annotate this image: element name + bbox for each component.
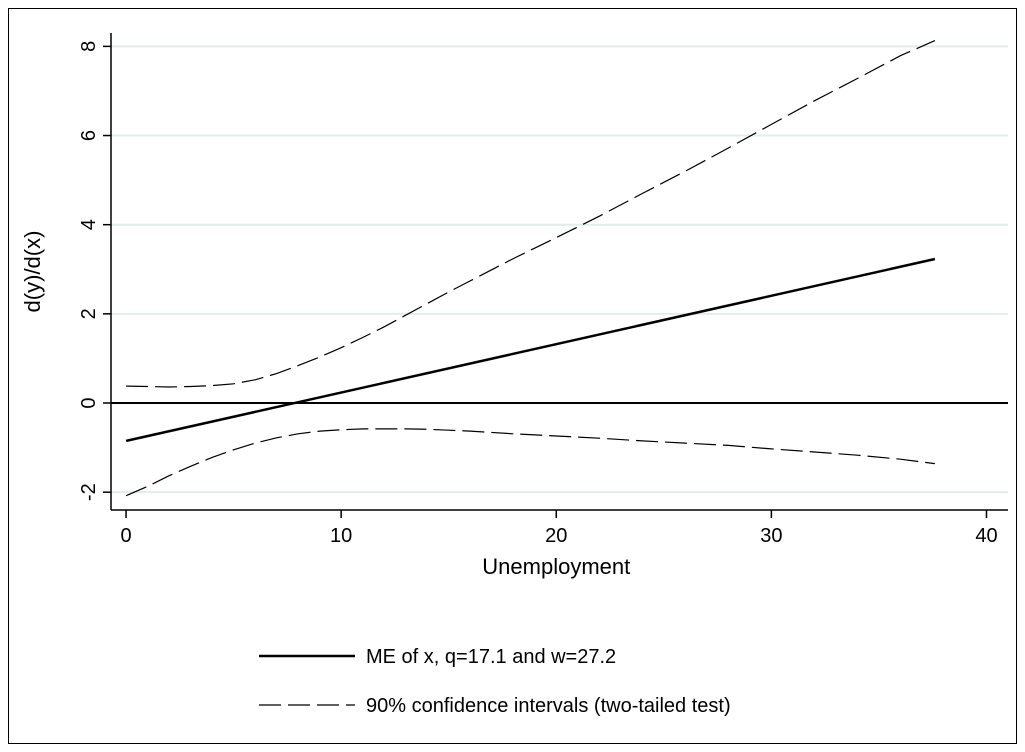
x-tick-label: 10 bbox=[330, 525, 352, 547]
chart-frame bbox=[8, 8, 1017, 744]
axes bbox=[110, 33, 1008, 511]
x-tick-label: 40 bbox=[975, 525, 997, 547]
upper-confidence-line bbox=[126, 40, 936, 388]
lower-confidence-line bbox=[125, 428, 935, 497]
x-tick-label: 0 bbox=[120, 525, 131, 547]
y-tick-label: 0 bbox=[78, 397, 100, 408]
x-tick-label: 20 bbox=[545, 525, 567, 547]
marginal-effect-line bbox=[125, 257, 936, 443]
y-tick-label: 8 bbox=[78, 41, 100, 52]
legend-dashed-label: 90% confidence intervals (two-tailed tes… bbox=[366, 695, 731, 717]
x-tick-label: 30 bbox=[760, 525, 782, 547]
series-layer bbox=[125, 40, 936, 497]
y-tick-label: 2 bbox=[78, 308, 100, 319]
y-tick-label: -2 bbox=[78, 483, 100, 501]
ticks: -2 0 2 4 6 8 0 10 20 30 40 bbox=[78, 41, 998, 547]
gridlines bbox=[111, 45, 1008, 494]
x-axis-title: Unemployment bbox=[482, 554, 630, 579]
legend: ME of x, q=17.1 and w=27.2 90% confidenc… bbox=[259, 646, 731, 717]
legend-solid-label: ME of x, q=17.1 and w=27.2 bbox=[366, 646, 616, 668]
y-axis-title: d(y)/d(x) bbox=[20, 231, 45, 313]
y-tick-label: 4 bbox=[78, 219, 100, 230]
y-tick-label: 6 bbox=[78, 130, 100, 141]
